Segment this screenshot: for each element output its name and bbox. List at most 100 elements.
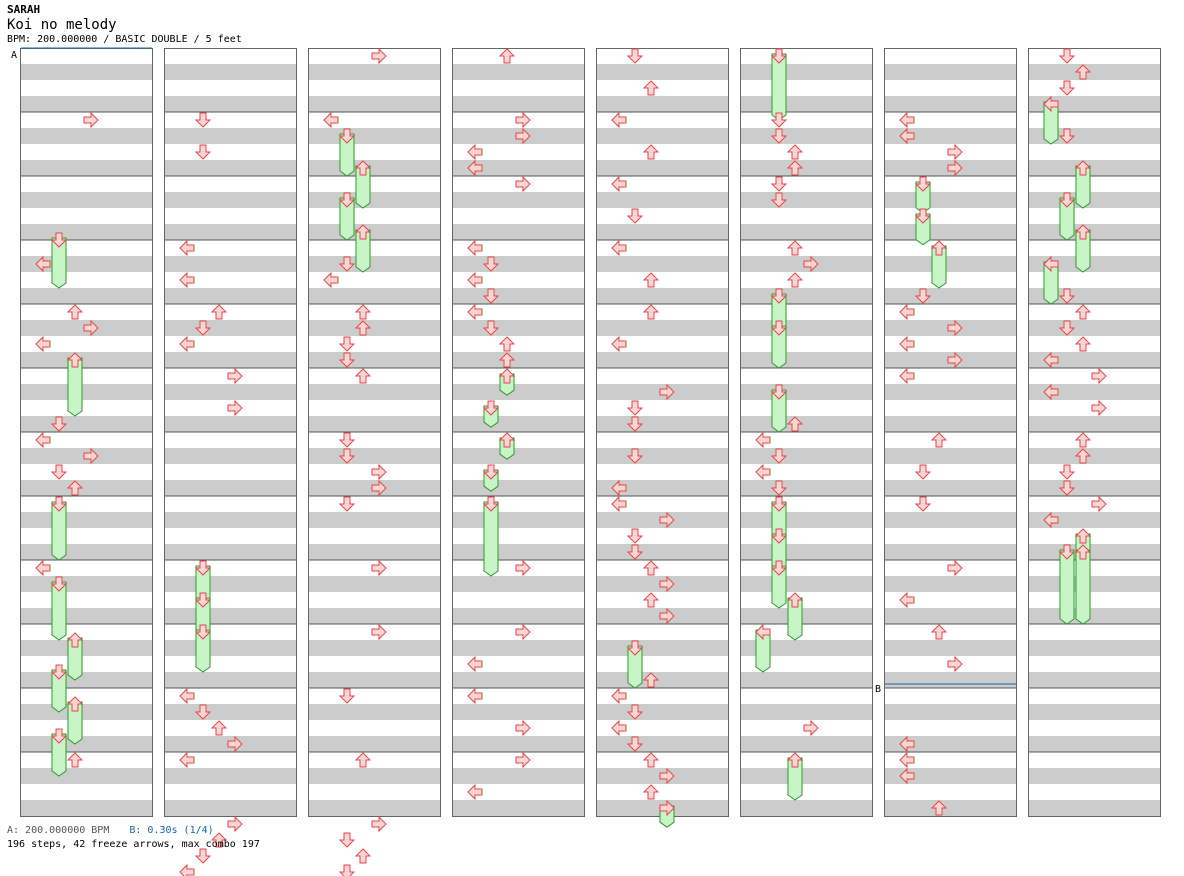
- beat-stripe: [884, 96, 1016, 112]
- step-arrow-down: [626, 704, 644, 720]
- beat-stripe: [740, 768, 872, 784]
- beat-stripe: [308, 304, 440, 320]
- beat-stripe: [740, 224, 872, 240]
- step-arrow-right: [515, 175, 531, 193]
- freeze-arrow: [339, 133, 355, 177]
- beat-stripe: [740, 704, 872, 720]
- step-arrow-left: [467, 143, 483, 161]
- beat-stripe: [164, 528, 296, 544]
- beat-stripe: [20, 704, 152, 720]
- beat-stripe: [452, 800, 584, 816]
- beat-stripe: [884, 704, 1016, 720]
- beat-stripe: [164, 64, 296, 80]
- step-arrow-right: [371, 559, 387, 577]
- beat-stripe: [596, 624, 728, 640]
- beat-stripe: [308, 128, 440, 144]
- beat-stripe: [884, 672, 1016, 688]
- step-arrow-left: [35, 559, 51, 577]
- step-arrow-left: [899, 751, 915, 769]
- step-arrow-right: [1091, 399, 1107, 417]
- step-arrow-down: [338, 688, 356, 704]
- beat-stripe: [308, 192, 440, 208]
- beat-stripe: [452, 704, 584, 720]
- beat-stripe: [308, 64, 440, 80]
- step-arrow-up: [498, 432, 516, 448]
- beat-stripe: [740, 400, 872, 416]
- beat-stripe: [596, 368, 728, 384]
- step-arrow-down: [626, 208, 644, 224]
- step-arrow-down: [770, 192, 788, 208]
- beat-stripe: [20, 48, 152, 64]
- beat-stripe: [596, 96, 728, 112]
- beat-stripe: [884, 592, 1016, 608]
- beat-stripe: [452, 576, 584, 592]
- beat-stripe: [308, 176, 440, 192]
- step-arrow-left: [899, 303, 915, 321]
- step-arrow-right: [947, 655, 963, 673]
- step-arrow-down: [50, 416, 68, 432]
- beat-stripe: [1028, 320, 1160, 336]
- step-arrow-up: [1074, 432, 1092, 448]
- beat-stripe: [308, 800, 440, 816]
- step-arrow-right: [1091, 367, 1107, 385]
- step-arrow-right: [947, 159, 963, 177]
- beat-stripe: [1028, 704, 1160, 720]
- step-arrow-left: [179, 335, 195, 353]
- step-arrow-up: [354, 320, 372, 336]
- beat-stripe: [20, 784, 152, 800]
- beat-stripe: [740, 672, 872, 688]
- beat-stripe: [1028, 256, 1160, 272]
- step-arrow-down: [1058, 320, 1076, 336]
- beat-stripe: [164, 800, 296, 816]
- beat-stripe: [884, 80, 1016, 96]
- beat-stripe: [884, 720, 1016, 736]
- beat-stripe: [164, 784, 296, 800]
- beat-stripe: [452, 480, 584, 496]
- step-arrow-up: [1074, 528, 1092, 544]
- beat-stripe: [20, 384, 152, 400]
- beat-stripe: [1028, 304, 1160, 320]
- freeze-arrow: [483, 501, 499, 577]
- beat-stripe: [452, 528, 584, 544]
- beat-stripe: [20, 224, 152, 240]
- step-arrow-left: [611, 687, 627, 705]
- beat-stripe: [884, 400, 1016, 416]
- beat-stripe: [308, 336, 440, 352]
- beat-stripe: [20, 304, 152, 320]
- step-arrow-left: [899, 335, 915, 353]
- step-arrow-up: [1074, 64, 1092, 80]
- beat-stripe: [596, 192, 728, 208]
- beat-stripe: [740, 352, 872, 368]
- step-arrow-down: [914, 496, 932, 512]
- chart-column-frame: [1028, 48, 1161, 817]
- beat-stripe: [884, 224, 1016, 240]
- step-arrow-right: [515, 127, 531, 145]
- beat-stripe: [20, 800, 152, 816]
- beat-stripe: [884, 800, 1016, 816]
- beat-stripe: [20, 288, 152, 304]
- beat-stripe: [308, 672, 440, 688]
- beat-stripe: [164, 192, 296, 208]
- beat-stripe: [740, 448, 872, 464]
- step-arrow-right: [227, 735, 243, 753]
- step-arrow-down: [626, 48, 644, 64]
- step-arrow-down: [1058, 80, 1076, 96]
- step-arrow-up: [66, 696, 84, 712]
- step-arrow-down: [194, 112, 212, 128]
- beat-stripe: [740, 336, 872, 352]
- freeze-arrow: [339, 197, 355, 241]
- step-arrow-left: [467, 159, 483, 177]
- beat-stripe: [596, 320, 728, 336]
- beat-stripe: [884, 368, 1016, 384]
- beat-stripe: [452, 496, 584, 512]
- step-arrow-left: [323, 111, 339, 129]
- beat-stripe: [1028, 464, 1160, 480]
- beat-stripe: [596, 112, 728, 128]
- step-arrow-up: [642, 80, 660, 96]
- beat-stripe: [740, 784, 872, 800]
- beat-stripe: [740, 800, 872, 816]
- step-arrow-right: [947, 143, 963, 161]
- beat-stripe: [1028, 624, 1160, 640]
- beat-stripe: [884, 480, 1016, 496]
- beat-stripe: [452, 640, 584, 656]
